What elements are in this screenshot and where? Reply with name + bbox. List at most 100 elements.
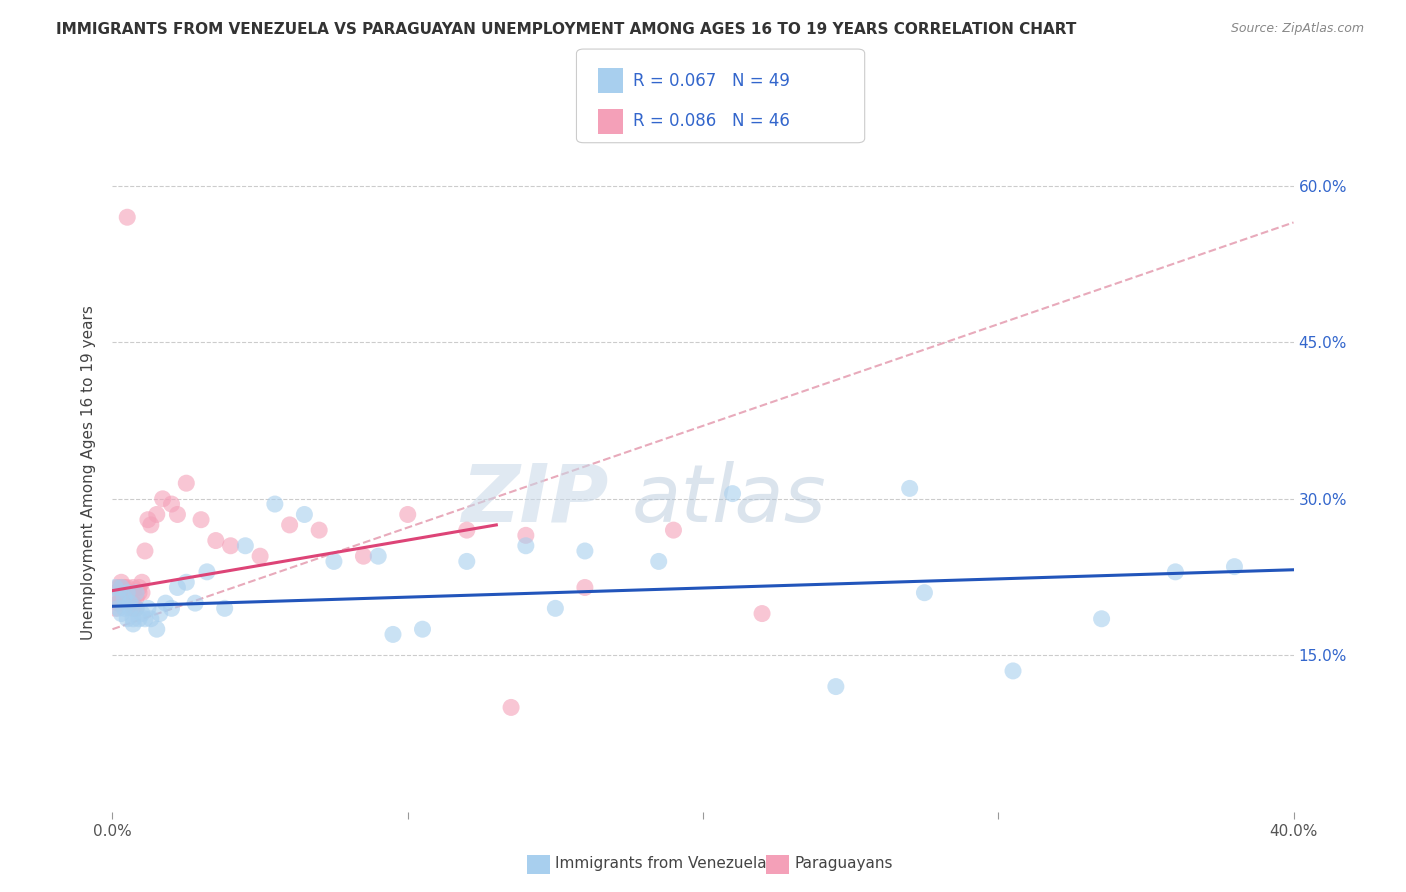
Point (107, 596, 129, 610)
Point (515, 539, 537, 553)
Y-axis label: Unemployment Among Ages 16 to 19 years: Unemployment Among Ages 16 to 19 years (80, 305, 96, 640)
Point (166, 508, 188, 522)
Point (110, 581, 132, 595)
Point (112, 581, 135, 595)
Point (160, 601, 183, 615)
Point (574, 581, 596, 595)
Text: R = 0.086   N = 46: R = 0.086 N = 46 (633, 112, 790, 130)
Point (128, 581, 150, 595)
Point (233, 539, 256, 553)
Point (122, 581, 145, 595)
Point (110, 575, 132, 590)
Point (456, 554, 478, 568)
Point (166, 581, 188, 595)
Point (898, 482, 921, 496)
Point (190, 513, 212, 527)
Point (125, 601, 148, 615)
Point (278, 517, 301, 532)
Point (501, 700, 523, 714)
Point (205, 533, 228, 548)
Point (824, 680, 846, 694)
Point (367, 549, 389, 564)
Point (139, 612, 162, 626)
Point (721, 486, 744, 500)
Point (184, 596, 207, 610)
Point (107, 591, 129, 605)
Point (214, 601, 236, 615)
Point (110, 581, 132, 595)
Point (122, 612, 145, 626)
Point (117, 585, 138, 599)
Point (1164, 565, 1187, 579)
Point (1091, 612, 1114, 626)
Point (139, 517, 162, 532)
Point (134, 544, 156, 558)
Point (112, 601, 135, 615)
Point (117, 612, 138, 626)
Point (914, 585, 936, 599)
Point (117, 585, 138, 599)
Point (122, 596, 145, 610)
Point (456, 523, 478, 537)
Point (125, 601, 148, 615)
Point (112, 591, 135, 605)
Point (647, 554, 671, 568)
Point (174, 575, 197, 590)
Point (131, 607, 153, 621)
Point (117, 585, 138, 599)
Point (1001, 664, 1024, 678)
Point (128, 585, 150, 599)
Text: R = 0.067   N = 49: R = 0.067 N = 49 (633, 71, 790, 89)
Point (128, 612, 150, 626)
Text: ZIP: ZIP (461, 461, 609, 539)
Point (107, 581, 129, 595)
Text: Source: ZipAtlas.com: Source: ZipAtlas.com (1230, 22, 1364, 36)
Point (122, 617, 145, 632)
Point (120, 596, 142, 610)
Point (117, 581, 138, 595)
Point (219, 539, 242, 553)
Point (515, 528, 537, 542)
Point (249, 549, 271, 564)
Point (1223, 559, 1246, 574)
Point (574, 544, 596, 558)
Point (308, 523, 330, 537)
Point (104, 601, 127, 615)
Point (122, 601, 145, 615)
Point (104, 581, 127, 595)
Point (382, 627, 405, 641)
Point (125, 591, 148, 605)
Text: IMMIGRANTS FROM VENEZUELA VS PARAGUAYAN UNEMPLOYMENT AMONG AGES 16 TO 19 YEARS C: IMMIGRANTS FROM VENEZUELA VS PARAGUAYAN … (56, 22, 1077, 37)
Point (160, 497, 183, 511)
Point (112, 591, 135, 605)
Point (117, 211, 138, 225)
Point (107, 601, 129, 615)
Point (120, 596, 142, 610)
Point (131, 585, 153, 599)
Point (136, 601, 159, 615)
Point (292, 508, 315, 522)
Text: Immigrants from Venezuela: Immigrants from Venezuela (555, 856, 768, 871)
Point (751, 607, 773, 621)
Point (411, 622, 433, 636)
Point (134, 612, 156, 626)
Point (131, 575, 153, 590)
Point (120, 601, 142, 615)
Point (264, 497, 287, 511)
Point (152, 491, 174, 506)
Text: atlas: atlas (633, 461, 827, 539)
Point (149, 607, 172, 621)
Point (662, 523, 685, 537)
Point (125, 585, 148, 599)
Point (155, 596, 177, 610)
Point (136, 513, 159, 527)
Point (195, 565, 218, 579)
Point (323, 554, 346, 568)
Point (120, 585, 142, 599)
Point (352, 549, 374, 564)
Point (396, 508, 419, 522)
Point (544, 601, 567, 615)
Point (104, 585, 127, 599)
Point (174, 476, 197, 491)
Point (146, 622, 169, 636)
